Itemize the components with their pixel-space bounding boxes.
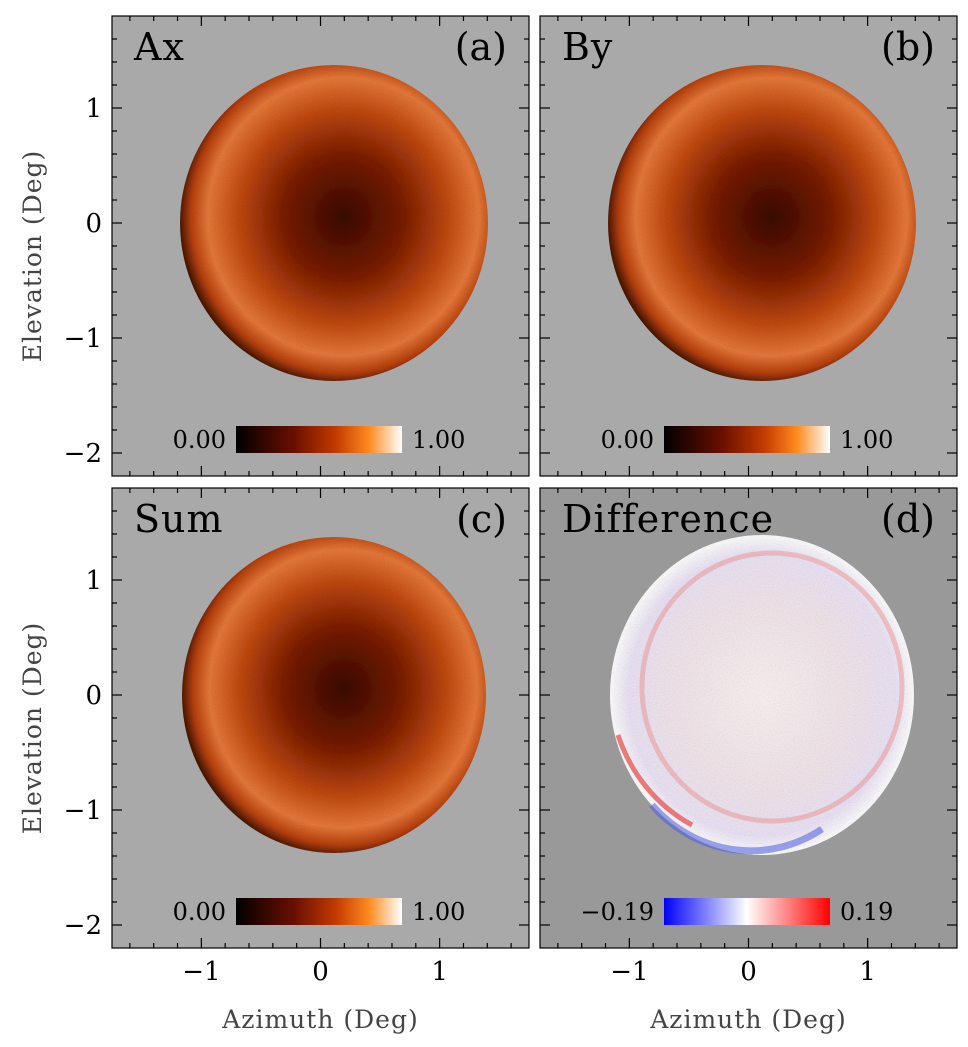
x-tick-label: 0	[740, 957, 757, 987]
x-tick-label: 1	[431, 957, 448, 987]
panel-b: By (b) 0.00 1.00	[539, 15, 958, 477]
beam-map-image	[610, 535, 914, 855]
colorbar-max-label: 1.00	[412, 426, 465, 454]
panel-label: (b)	[881, 25, 935, 69]
colorbar-max-label: 1.00	[412, 898, 465, 926]
x-tick-label: −1	[610, 957, 648, 987]
colorbar-max-label: 0.19	[840, 898, 893, 926]
panel-title: Sum	[134, 497, 224, 541]
panel-label: (a)	[455, 25, 507, 69]
panel-c: −2 −1 0 1 −1 0 1 Elevation (Deg) Azimuth (Deg) Su…	[18, 487, 530, 1034]
colorbar	[664, 426, 830, 453]
y-tick-label: 0	[85, 209, 102, 239]
difference-edge-red	[615, 734, 694, 828]
y-tick-label: −1	[64, 324, 102, 354]
colorbar-max-label: 1.00	[840, 426, 893, 454]
x-tick-label: 1	[859, 957, 876, 987]
x-tick-label: −1	[182, 957, 220, 987]
colorbar-min-label: −0.19	[580, 898, 654, 926]
difference-ring-red	[639, 550, 905, 824]
difference-ring-blue	[649, 802, 824, 855]
colorbar	[664, 898, 830, 925]
panel-label: (d)	[881, 497, 935, 541]
colorbar-min-label: 0.00	[173, 426, 226, 454]
colorbar-min-label: 0.00	[173, 898, 226, 926]
beam-map-image	[608, 65, 916, 381]
y-tick-label: 1	[85, 94, 102, 124]
colorbar-min-label: 0.00	[601, 426, 654, 454]
x-axis-label: Azimuth (Deg)	[649, 1005, 846, 1034]
panel-title: Ax	[133, 25, 185, 69]
beam-map-image	[182, 537, 486, 853]
panel-label: (c)	[456, 497, 507, 541]
panel-d: −1 0 1 Azimuth (Deg) Difference (d) −0.19 0.19	[539, 487, 958, 1034]
y-tick-label: 0	[85, 681, 102, 711]
y-tick-label: −2	[64, 439, 102, 469]
x-tick-label: 0	[312, 957, 329, 987]
y-axis-label: Elevation (Deg)	[18, 150, 47, 363]
beam-map-image	[180, 65, 488, 381]
y-axis-label: Elevation (Deg)	[18, 622, 47, 835]
panel-title: Difference	[562, 497, 774, 541]
y-tick-label: −1	[64, 796, 102, 826]
panel-a: −2 −1 0 1 Elevation (Deg) Ax (a) 0.00 1.00	[18, 15, 530, 477]
y-tick-label: −2	[64, 911, 102, 941]
colorbar	[236, 898, 402, 925]
y-tick-label: 1	[85, 566, 102, 596]
panel-title: By	[562, 25, 613, 69]
colorbar	[236, 426, 402, 453]
x-axis-label: Azimuth (Deg)	[221, 1005, 418, 1034]
